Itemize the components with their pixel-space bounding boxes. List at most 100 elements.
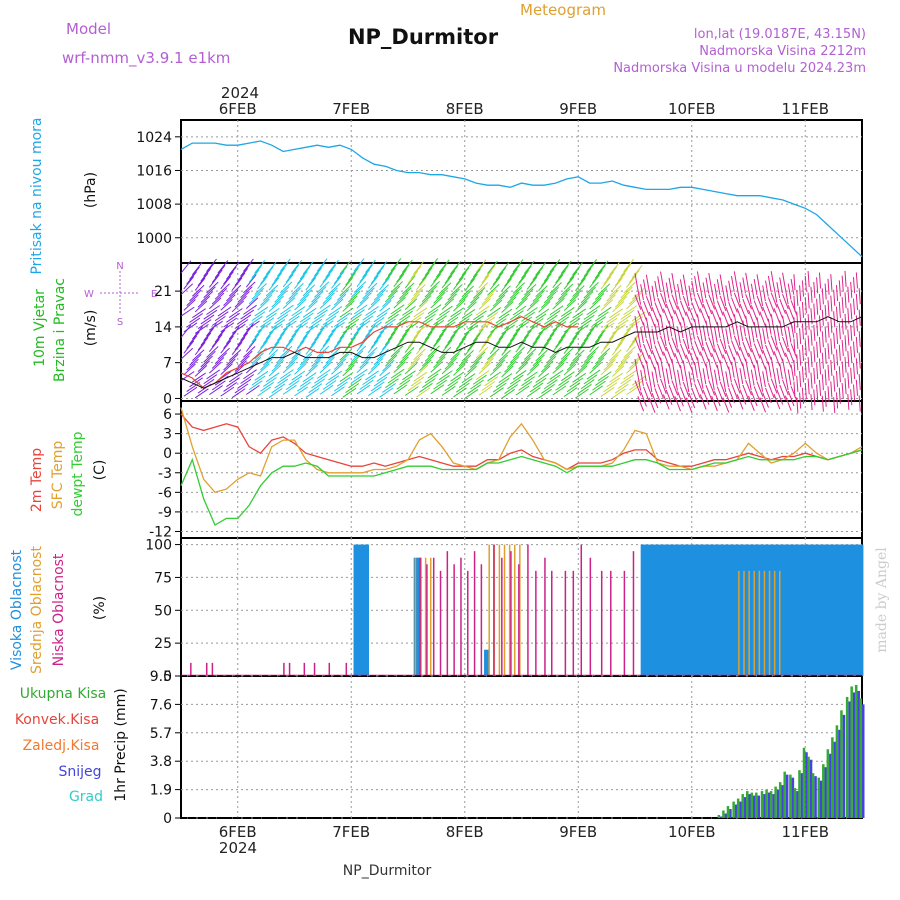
- wind-barb: [367, 275, 379, 289]
- wind-barb: [436, 310, 450, 321]
- wind-barb: [331, 386, 345, 397]
- wind-barb: [234, 319, 249, 329]
- wind-barb: [453, 299, 466, 312]
- wind-barb: [759, 290, 764, 306]
- wind-barb: [776, 367, 781, 384]
- wind-barb: [589, 274, 600, 288]
- wind-barb: [410, 353, 423, 365]
- wind-barb: [291, 259, 302, 274]
- wind-barb: [490, 387, 504, 398]
- wind-barb: [844, 378, 847, 395]
- wind-barb: [799, 285, 802, 302]
- wind-barb: [770, 378, 778, 394]
- wind-barb: [345, 318, 360, 329]
- wind-barb: [699, 351, 707, 367]
- snow-bar: [820, 780, 823, 818]
- wind-barb: [731, 297, 738, 313]
- wind-barb: [611, 277, 623, 291]
- wind-barb: [827, 364, 830, 381]
- wind-barb: [387, 373, 402, 384]
- wind-barb: [753, 364, 758, 381]
- high-cloud-bar: [785, 544, 789, 676]
- wind-barb: [558, 352, 571, 365]
- wind-barb: [725, 371, 729, 388]
- wind-barb: [804, 318, 807, 335]
- wind-barb: [538, 388, 552, 399]
- wind-barb: [555, 380, 570, 391]
- wind-barb: [226, 289, 239, 302]
- wind-barb: [421, 331, 433, 345]
- wind-barb: [481, 357, 494, 370]
- wind-barb: [543, 332, 555, 347]
- wind-barb: [674, 374, 678, 391]
- wind-barb: [257, 275, 268, 289]
- high-cloud-bar: [840, 544, 844, 676]
- wind-barb: [742, 363, 746, 380]
- y-tick-label: 3.8: [150, 754, 172, 770]
- wind-barb: [297, 381, 311, 392]
- wind-barb: [572, 262, 583, 276]
- panel-frame: [180, 400, 863, 539]
- wind-barb: [209, 385, 223, 396]
- wind-barb: [413, 284, 426, 296]
- wind-barb: [214, 288, 228, 300]
- wind-barb: [643, 343, 650, 359]
- low-cloud-bar: [480, 564, 483, 676]
- wind-barb: [416, 341, 427, 355]
- wind-barb: [594, 288, 608, 300]
- wind-barb: [373, 289, 387, 301]
- wind-barb: [535, 349, 548, 362]
- wind-barb: [447, 288, 460, 301]
- wind-barb: [742, 298, 750, 315]
- wind-barb: [220, 386, 235, 397]
- wind-barb: [208, 338, 220, 352]
- wind-barb: [478, 385, 493, 396]
- precip-legend-item: Zaledj.Kisa: [23, 738, 100, 754]
- wind-barb: [382, 295, 395, 307]
- wind-barb: [296, 358, 310, 371]
- wind-barb: [211, 357, 225, 369]
- wind-barb: [472, 264, 484, 278]
- wind-barb: [603, 358, 616, 371]
- wind-barb: [305, 323, 320, 334]
- wind-barb: [549, 323, 561, 337]
- wind-barb: [209, 361, 222, 374]
- wind-barb: [455, 382, 470, 393]
- wind-barb: [558, 288, 571, 301]
- wind-barb: [529, 382, 544, 393]
- wind-barb: [753, 386, 761, 402]
- wind-barb: [682, 274, 687, 291]
- wind-barb: [455, 336, 467, 350]
- wind-barb: [186, 271, 197, 285]
- wind-barb: [294, 322, 308, 332]
- snow-bar: [763, 794, 766, 818]
- wind-barb: [311, 332, 322, 346]
- wind-barb: [433, 268, 444, 283]
- mid-cloud-bar: [498, 544, 501, 676]
- wind-barb: [277, 286, 290, 298]
- wind-barb: [773, 286, 778, 303]
- top-date-axis: 6FEB 7FEB 8FEB 9FEB 10FEB 11FEB: [219, 100, 829, 118]
- wind-barb: [640, 391, 647, 407]
- wind-barb: [668, 277, 673, 294]
- high-cloud-bar: [715, 544, 719, 676]
- wind-barb: [583, 374, 598, 385]
- wind-barb: [850, 281, 853, 298]
- wind-barb: [691, 388, 698, 404]
- wind-barb: [756, 338, 764, 354]
- wind-barb: [373, 376, 388, 387]
- wind-barb: [260, 335, 271, 349]
- wind-barb: [716, 386, 724, 402]
- top-date-label: 6FEB: [219, 100, 257, 118]
- wind-barb: [365, 259, 376, 273]
- wind-barb: [799, 371, 802, 388]
- wind-barb: [203, 327, 214, 341]
- wind-barb: [518, 293, 531, 305]
- wind-barb: [495, 331, 507, 345]
- wind-barb: [220, 322, 235, 333]
- wind-barb: [416, 276, 427, 291]
- wind-barb: [523, 325, 535, 339]
- wind-barb: [671, 337, 679, 353]
- high-cloud-bar: [855, 544, 859, 676]
- wind-barb: [767, 361, 772, 378]
